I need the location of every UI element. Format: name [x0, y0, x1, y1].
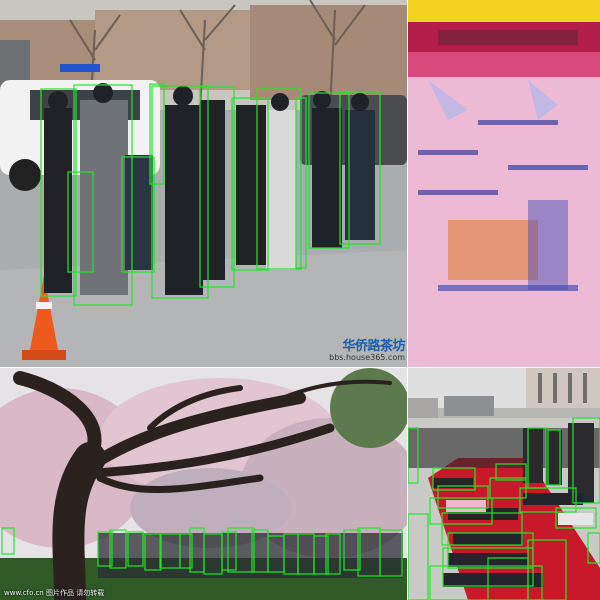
panel-cherry-blossom-park: www.cfo.cn 图片作品 请勿转载 — [0, 368, 407, 600]
street-scene-illustration — [0, 0, 407, 367]
panel-red-carpet-event — [408, 368, 600, 600]
person-bounding-boxes — [40, 83, 381, 306]
park-illustration — [0, 368, 407, 600]
person-bounding-boxes — [408, 417, 600, 600]
panel-street-scene: 华侨路茶坊 bbs.house365.com — [0, 0, 407, 367]
red-carpet-illustration — [408, 368, 600, 600]
watermark-url-text: bbs.house365.com — [329, 353, 405, 362]
watermark-logo-text: 华侨路茶坊 — [342, 339, 405, 354]
stage-performance-illustration — [408, 0, 600, 367]
panel-stage-performance — [408, 0, 600, 367]
person-bounding-boxes — [1, 527, 403, 577]
street-watermark: 华侨路茶坊 bbs.house365.com — [329, 340, 405, 362]
park-watermark: www.cfo.cn 图片作品 请勿转载 — [4, 589, 105, 597]
